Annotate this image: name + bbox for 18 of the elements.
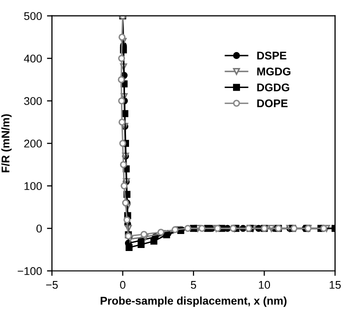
x-axis-title: Probe-sample displacement, x (nm) [100,296,286,307]
y-tick-label: 200 [24,140,42,148]
y-axis-title: F/R (mN/m) [1,114,12,172]
x-tick-label: 10 [258,280,270,289]
legend-label: DOPE [257,99,288,108]
x-tick-label: −5 [46,281,58,289]
legend-label: DSPE [257,52,286,60]
y-tick-label: 500 [24,12,42,20]
y-tick-label: −100 [18,267,42,276]
x-tick-label: 15 [330,281,341,289]
y-tick-label: 100 [24,182,42,190]
legend-label: MGDG [257,68,290,76]
legend-label: DGDG [257,83,290,92]
y-tick-label: 400 [24,54,42,62]
y-tick-label: 300 [24,97,42,106]
x-tick-label: 0 [120,280,126,289]
x-tick-label: 5 [190,281,196,289]
y-tick-label: 0 [36,224,42,233]
